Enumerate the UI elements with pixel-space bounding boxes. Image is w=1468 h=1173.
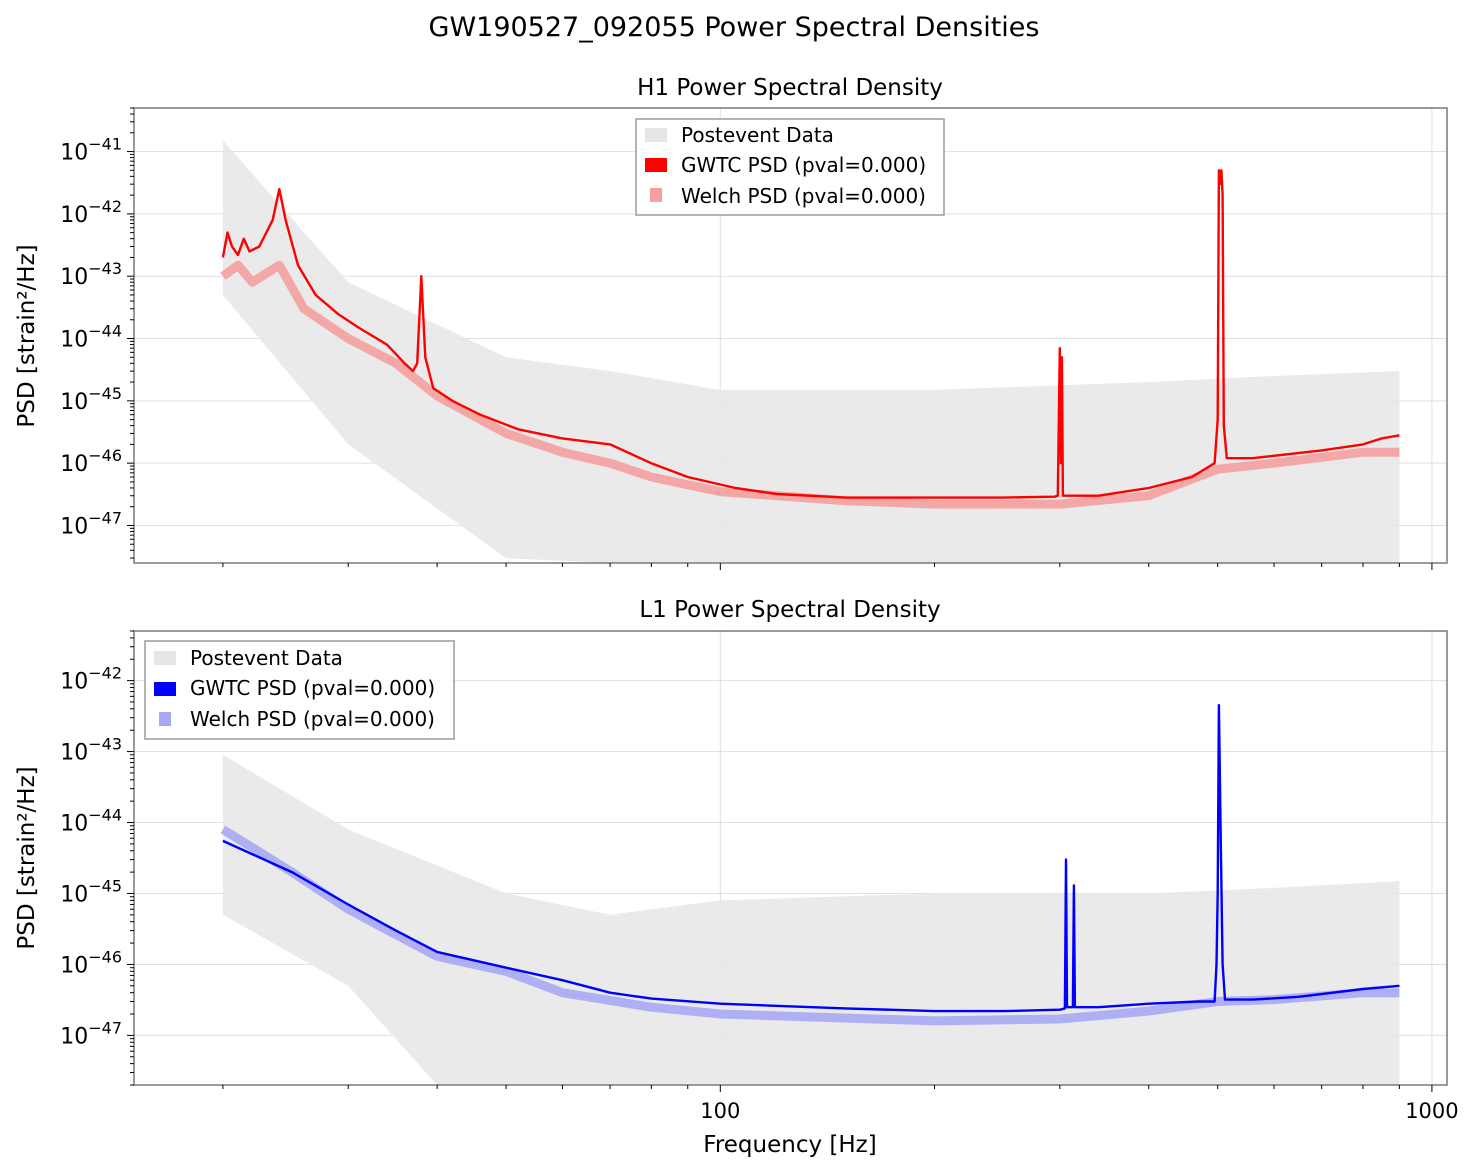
h1-legend-swatch-gwtc [645, 158, 667, 172]
h1-gwtc-line [221, 169, 1400, 499]
h1-postevent-area [222, 140, 1400, 563]
h1-panel-title: H1 Power Spectral Density [637, 75, 943, 101]
l1-y-tick-label-5: 10−42 [60, 664, 122, 695]
l1-panel-title: L1 Power Spectral Density [639, 597, 940, 623]
h1-y-tick-label-5: 10−42 [60, 197, 122, 228]
h1-y-tick-label-1: 10−46 [60, 446, 122, 477]
h1-welch-band [220, 260, 1400, 509]
l1-plot-frame [133, 630, 1448, 1086]
h1-legend-label-postevent: Postevent Data [681, 123, 834, 147]
l1-legend-label-gwtc: GWTC PSD (pval=0.000) [190, 676, 435, 700]
h1-y-tick-label-3: 10−44 [60, 322, 122, 353]
l1-psd-panel: L1 Power Spectral Density PSD [strain²/H… [14, 597, 1459, 1123]
h1-legend-swatch-postevent [645, 128, 667, 142]
h1-y-tick-label-0: 10−47 [60, 508, 122, 539]
h1-y-tick-label-4: 10−43 [60, 259, 122, 290]
l1-postevent-area [222, 754, 1400, 1085]
l1-legend-box [144, 640, 455, 740]
h1-legend: Postevent Data GWTC PSD (pval=0.000) Wel… [635, 118, 945, 216]
figure-title: GW190527_092055 Power Spectral Densities [429, 12, 1040, 43]
l1-legend-swatch-postevent [154, 651, 176, 665]
l1-y-tick-label-4: 10−43 [60, 735, 122, 766]
l1-x-tick-label-0: 100 [700, 1099, 740, 1123]
h1-legend-label-welch: Welch PSD (pval=0.000) [681, 184, 926, 208]
h1-y-tick-label-2: 10−45 [60, 384, 122, 415]
l1-y-tick-label-2: 10−45 [60, 876, 122, 907]
l1-legend-label-postevent: Postevent Data [190, 646, 343, 670]
l1-legend-label-welch: Welch PSD (pval=0.000) [190, 707, 435, 731]
h1-postevent-band [222, 140, 1400, 563]
h1-gwtc-curve [221, 169, 1400, 499]
l1-postevent-band [222, 754, 1400, 1085]
l1-axis-ticks: 100 1000 10−47 10−46 10−45 10−44 10−43 10−42 [60, 630, 1459, 1123]
h1-y-tick-label-6: 10−41 [60, 135, 122, 166]
l1-y-tick-label-1: 10−46 [60, 947, 122, 978]
l1-gwtc-curve [222, 704, 1400, 1013]
h1-legend-swatch-welch [650, 188, 662, 202]
l1-legend: Postevent Data GWTC PSD (pval=0.000) Wel… [144, 640, 455, 740]
h1-psd-panel: H1 Power Spectral Density PSD [strain²/H… [14, 75, 1448, 570]
x-axis-label: Frequency [Hz] [703, 1132, 876, 1158]
h1-plot-frame [133, 107, 1448, 564]
h1-welch-line [220, 260, 1400, 509]
h1-axis-ticks: 10−47 10−46 10−45 10−44 10−43 10−42 10−41 [60, 107, 1433, 570]
l1-gwtc-line [222, 704, 1400, 1013]
l1-legend-swatch-gwtc [154, 682, 176, 696]
h1-legend-box [635, 118, 945, 216]
h1-y-axis-label: PSD [strain²/Hz] [14, 244, 40, 427]
l1-y-tick-label-0: 10−47 [60, 1018, 122, 1049]
l1-legend-swatch-welch [159, 712, 171, 726]
l1-y-axis-label: PSD [strain²/Hz] [14, 766, 40, 949]
l1-y-tick-label-3: 10−44 [60, 806, 122, 837]
l1-x-tick-label-1: 1000 [1405, 1099, 1458, 1123]
h1-legend-label-gwtc: GWTC PSD (pval=0.000) [681, 153, 926, 177]
